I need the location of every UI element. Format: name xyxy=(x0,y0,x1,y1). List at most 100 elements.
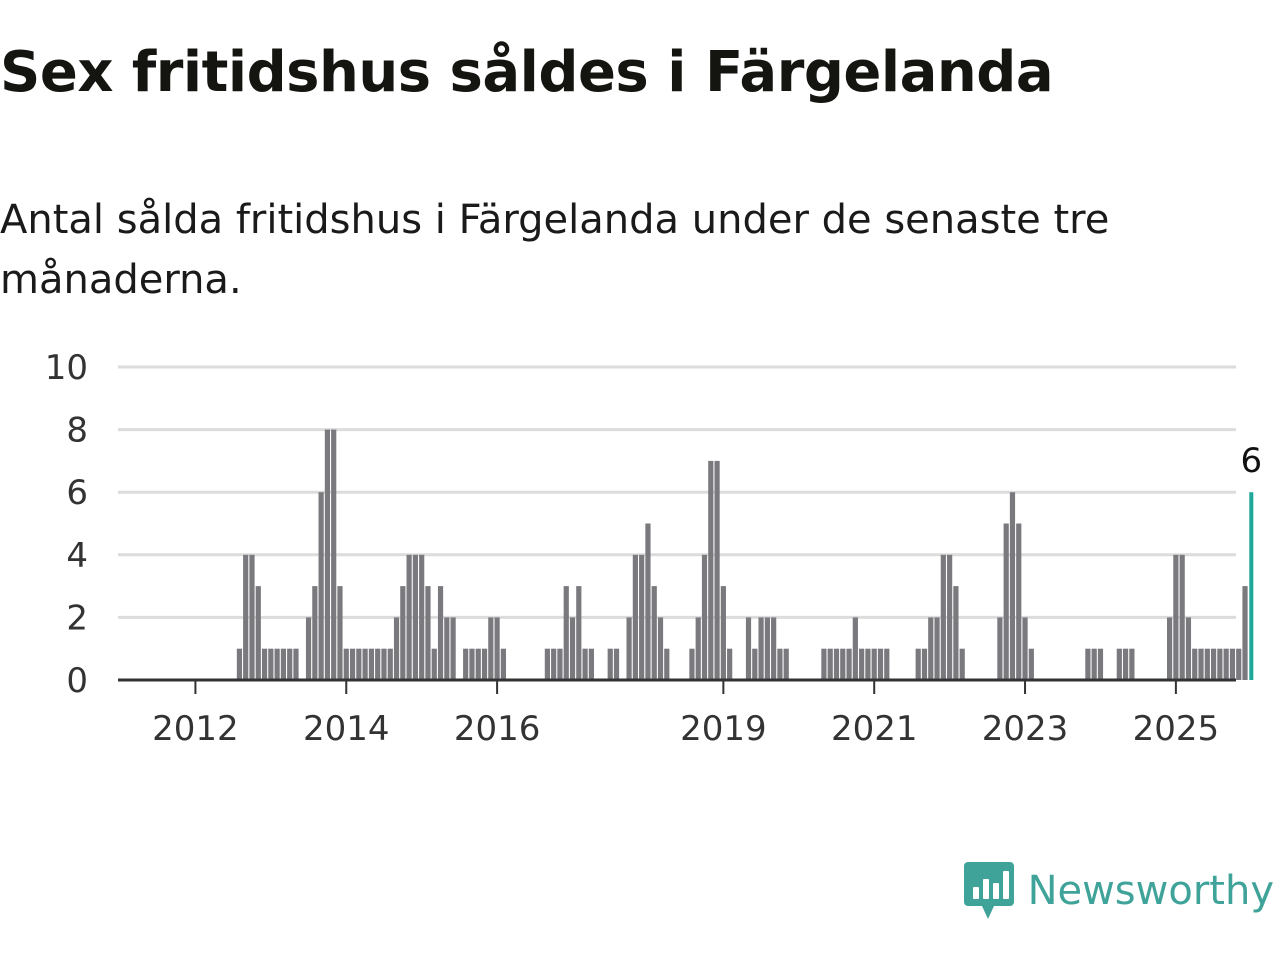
bar xyxy=(324,429,331,680)
bar xyxy=(375,648,381,680)
bar xyxy=(400,586,406,680)
bar xyxy=(1003,523,1009,680)
bar xyxy=(431,648,437,680)
y-tick-label: 8 xyxy=(66,411,88,451)
bar xyxy=(274,648,280,680)
bar xyxy=(393,617,400,680)
y-tick-label: 4 xyxy=(66,536,88,576)
bar xyxy=(1198,648,1204,680)
bar xyxy=(387,648,393,680)
newsworthy-logo-icon xyxy=(963,862,1014,919)
bar xyxy=(764,617,770,680)
bar xyxy=(331,429,337,680)
grid-lines xyxy=(118,365,1236,619)
bar xyxy=(1022,617,1028,680)
bar xyxy=(337,586,343,680)
x-tick-label: 2025 xyxy=(1133,709,1220,749)
bar xyxy=(1123,648,1129,680)
x-axis xyxy=(118,678,1236,694)
bar xyxy=(871,648,877,680)
bar xyxy=(450,617,456,680)
bar xyxy=(940,554,946,680)
bar xyxy=(1167,617,1173,680)
highlight-value-label: 6 xyxy=(1240,441,1262,481)
bar xyxy=(689,648,695,680)
bar-chart: 0 2 4 6 8 10 6 2012 2014 2016 2019 2021 2023 2025 xyxy=(45,348,1262,749)
bar xyxy=(406,554,412,680)
bar xyxy=(1028,648,1034,680)
newsworthy-brand: Newsworthy xyxy=(963,862,1274,920)
bar xyxy=(959,648,965,680)
bar xyxy=(877,648,884,680)
bar xyxy=(664,648,670,680)
bar xyxy=(639,554,645,680)
bar xyxy=(551,648,557,680)
bar xyxy=(1091,648,1097,680)
chart-title: Sex fritidshus såldes i Färgelanda xyxy=(0,40,1054,105)
bar xyxy=(444,617,450,680)
bar xyxy=(1242,586,1248,680)
bar xyxy=(884,648,890,680)
y-tick-label: 2 xyxy=(66,598,88,638)
bar xyxy=(727,648,733,680)
bar xyxy=(500,648,506,680)
bar xyxy=(695,617,701,680)
highlight-bar xyxy=(1249,492,1254,680)
bar xyxy=(494,617,500,680)
bar xyxy=(563,586,569,680)
bar xyxy=(557,648,563,680)
bar xyxy=(1016,523,1022,680)
bar xyxy=(1204,648,1210,680)
bar xyxy=(544,648,550,680)
chart-subtitle: Antal sålda fritidshus i Färgelanda unde… xyxy=(0,197,1110,303)
bar xyxy=(720,586,726,680)
bar xyxy=(318,492,324,680)
bar xyxy=(287,648,293,680)
bar xyxy=(1179,554,1185,680)
bar xyxy=(859,648,865,680)
bar xyxy=(582,648,588,680)
bar xyxy=(1192,648,1198,680)
bar xyxy=(846,648,852,680)
bar xyxy=(349,648,356,680)
bar xyxy=(701,554,708,680)
bar xyxy=(632,554,638,680)
bars: 6 xyxy=(236,429,1262,680)
bar xyxy=(261,648,268,680)
bar xyxy=(1116,648,1122,680)
bar xyxy=(915,648,921,680)
bar xyxy=(827,648,833,680)
bar xyxy=(1217,648,1223,680)
bar xyxy=(783,648,789,680)
bar xyxy=(1236,648,1242,680)
x-tick-label: 2023 xyxy=(982,709,1069,749)
bar xyxy=(865,648,871,680)
bar xyxy=(481,648,488,680)
bar xyxy=(469,648,475,680)
bar xyxy=(645,523,651,680)
bar xyxy=(268,648,274,680)
bar xyxy=(997,617,1003,680)
bar xyxy=(293,648,299,680)
y-axis-labels: 0 2 4 6 8 10 xyxy=(45,348,88,701)
bar xyxy=(255,586,261,680)
bar xyxy=(312,586,318,680)
x-tick-label: 2014 xyxy=(303,709,390,749)
bar xyxy=(1229,648,1236,680)
bar xyxy=(947,554,953,680)
bar xyxy=(745,617,752,680)
y-tick-label: 10 xyxy=(45,348,88,388)
bar xyxy=(588,648,594,680)
bar xyxy=(381,648,387,680)
bar xyxy=(714,460,720,680)
bar xyxy=(425,586,431,680)
bar xyxy=(651,586,657,680)
bar xyxy=(243,554,249,680)
bar xyxy=(368,648,375,680)
bar xyxy=(356,648,362,680)
bar xyxy=(1185,617,1192,680)
bar xyxy=(708,460,714,680)
bar xyxy=(1097,648,1104,680)
bar xyxy=(576,586,582,680)
x-tick-label: 2021 xyxy=(831,709,918,749)
